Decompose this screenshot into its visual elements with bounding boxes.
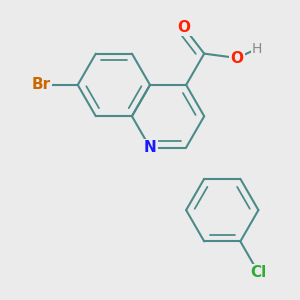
Text: N: N: [144, 140, 156, 155]
Text: Cl: Cl: [250, 265, 266, 280]
Text: O: O: [177, 20, 190, 35]
Text: O: O: [231, 50, 244, 65]
Text: Br: Br: [32, 77, 51, 92]
Text: H: H: [252, 42, 262, 56]
